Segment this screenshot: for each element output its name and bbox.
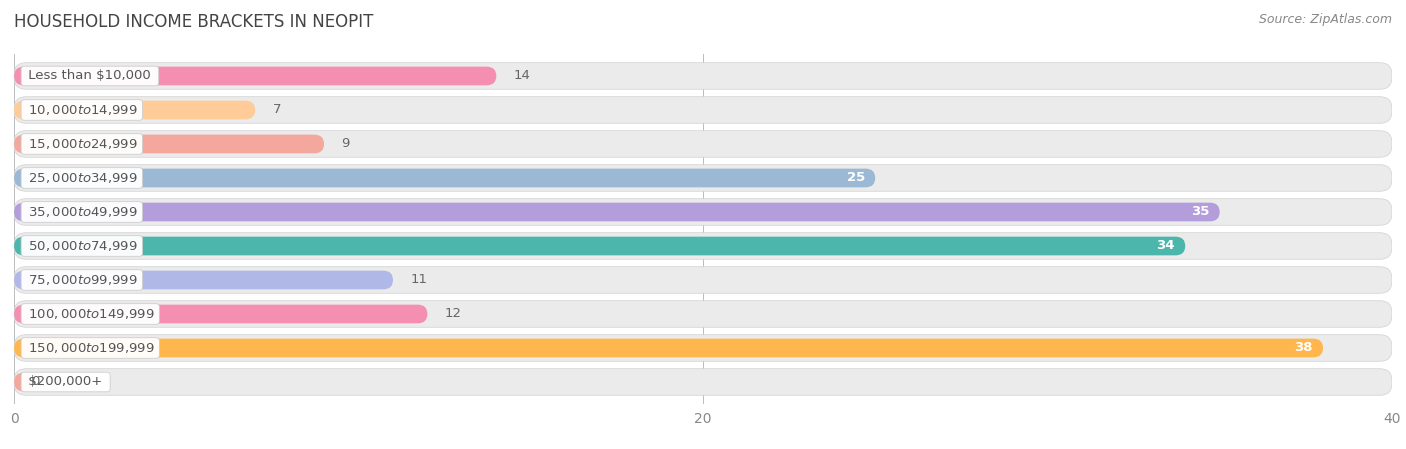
Text: Source: ZipAtlas.com: Source: ZipAtlas.com bbox=[1258, 13, 1392, 26]
FancyBboxPatch shape bbox=[14, 97, 1392, 123]
Text: $75,000 to $99,999: $75,000 to $99,999 bbox=[24, 273, 139, 287]
FancyBboxPatch shape bbox=[14, 335, 1392, 361]
FancyBboxPatch shape bbox=[14, 237, 1185, 255]
FancyBboxPatch shape bbox=[14, 373, 42, 392]
FancyBboxPatch shape bbox=[14, 304, 427, 323]
FancyBboxPatch shape bbox=[14, 301, 1392, 327]
Text: HOUSEHOLD INCOME BRACKETS IN NEOPIT: HOUSEHOLD INCOME BRACKETS IN NEOPIT bbox=[14, 13, 374, 31]
FancyBboxPatch shape bbox=[14, 66, 496, 85]
Text: 25: 25 bbox=[846, 172, 865, 185]
Text: $10,000 to $14,999: $10,000 to $14,999 bbox=[24, 103, 139, 117]
FancyBboxPatch shape bbox=[14, 63, 1392, 89]
Text: 12: 12 bbox=[444, 308, 461, 321]
Text: $15,000 to $24,999: $15,000 to $24,999 bbox=[24, 137, 139, 151]
FancyBboxPatch shape bbox=[14, 165, 1392, 191]
Text: $25,000 to $34,999: $25,000 to $34,999 bbox=[24, 171, 139, 185]
Text: $50,000 to $74,999: $50,000 to $74,999 bbox=[24, 239, 139, 253]
Text: 7: 7 bbox=[273, 103, 281, 116]
Text: 14: 14 bbox=[513, 70, 530, 83]
Text: 0: 0 bbox=[31, 375, 39, 388]
Text: $35,000 to $49,999: $35,000 to $49,999 bbox=[24, 205, 139, 219]
FancyBboxPatch shape bbox=[14, 135, 325, 154]
FancyBboxPatch shape bbox=[14, 339, 1323, 357]
FancyBboxPatch shape bbox=[14, 271, 394, 289]
Text: 35: 35 bbox=[1191, 206, 1209, 219]
Text: $100,000 to $149,999: $100,000 to $149,999 bbox=[24, 307, 156, 321]
FancyBboxPatch shape bbox=[14, 369, 1392, 395]
Text: 38: 38 bbox=[1294, 342, 1313, 355]
FancyBboxPatch shape bbox=[14, 202, 1219, 221]
Text: 9: 9 bbox=[342, 137, 350, 150]
Text: 11: 11 bbox=[411, 273, 427, 286]
Text: $200,000+: $200,000+ bbox=[24, 375, 107, 388]
Text: Less than $10,000: Less than $10,000 bbox=[24, 70, 156, 83]
Text: 34: 34 bbox=[1156, 239, 1175, 252]
FancyBboxPatch shape bbox=[14, 101, 256, 119]
Text: $150,000 to $199,999: $150,000 to $199,999 bbox=[24, 341, 156, 355]
FancyBboxPatch shape bbox=[14, 267, 1392, 293]
FancyBboxPatch shape bbox=[14, 199, 1392, 225]
FancyBboxPatch shape bbox=[14, 131, 1392, 157]
FancyBboxPatch shape bbox=[14, 233, 1392, 259]
FancyBboxPatch shape bbox=[14, 169, 875, 187]
